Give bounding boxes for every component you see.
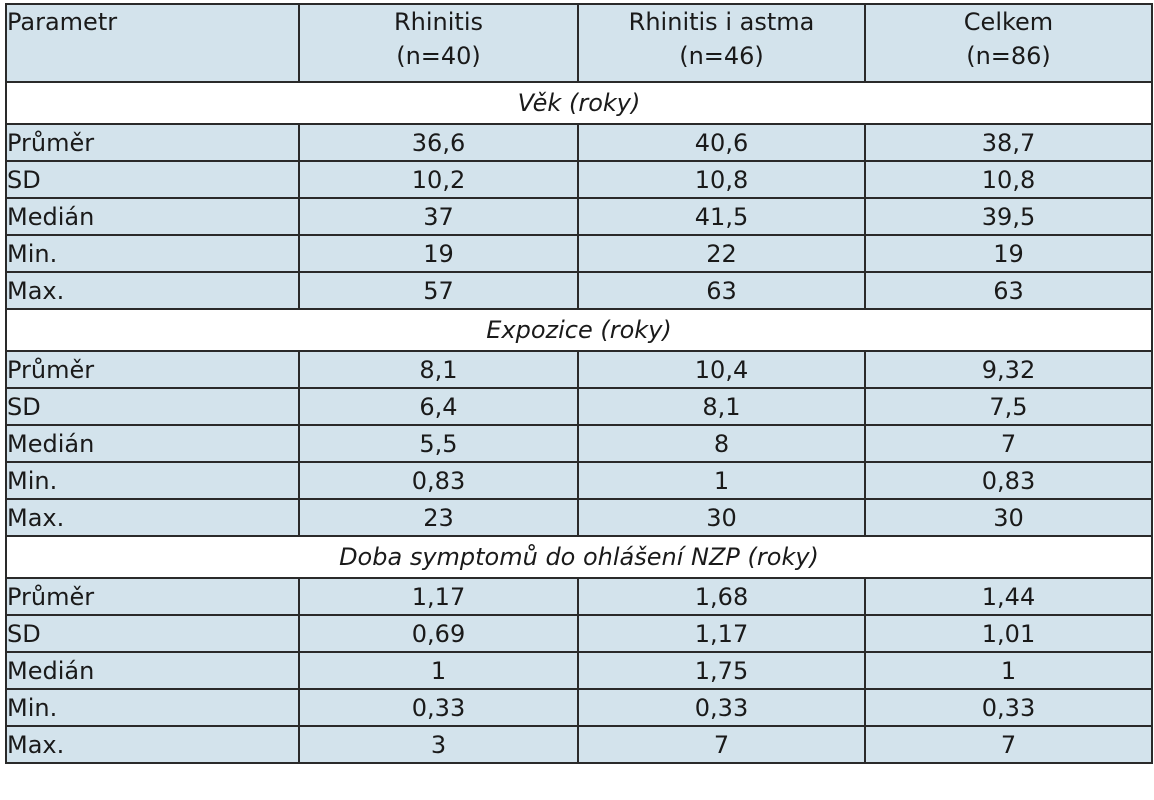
row-label: Max. xyxy=(5,271,300,310)
table-row: SD 6,4 8,1 7,5 xyxy=(5,387,1153,426)
value-cell: 0,33 xyxy=(298,688,579,727)
table-row: Průměr 36,6 40,6 38,7 xyxy=(5,123,1153,162)
table-header-row: Parametr Rhinitis (n=40) Rhinitis i astm… xyxy=(5,3,1153,83)
table-row: Max. 3 7 7 xyxy=(5,725,1153,764)
value-cell: 8,1 xyxy=(577,387,866,426)
value-cell: 5,5 xyxy=(298,424,579,463)
header-group-rhinitis-astma: Rhinitis i astma (n=46) xyxy=(577,3,866,83)
value-cell: 1,01 xyxy=(864,614,1153,653)
value-cell: 1 xyxy=(864,651,1153,690)
header-group-n: (n=40) xyxy=(396,42,481,70)
value-cell: 36,6 xyxy=(298,123,579,162)
value-cell: 0,33 xyxy=(864,688,1153,727)
header-parameter-label: Parametr xyxy=(7,8,118,36)
value-cell: 19 xyxy=(864,234,1153,273)
value-cell: 40,6 xyxy=(577,123,866,162)
value-cell: 7 xyxy=(864,424,1153,463)
value-cell: 10,8 xyxy=(577,160,866,199)
value-cell: 63 xyxy=(864,271,1153,310)
table-row: Min. 0,83 1 0,83 xyxy=(5,461,1153,500)
statistics-table: Parametr Rhinitis (n=40) Rhinitis i astm… xyxy=(5,3,1153,764)
value-cell: 1 xyxy=(577,461,866,500)
value-cell: 1,17 xyxy=(577,614,866,653)
value-cell: 6,4 xyxy=(298,387,579,426)
table-row: Max. 23 30 30 xyxy=(5,498,1153,537)
row-label: Min. xyxy=(5,234,300,273)
table-row: Min. 0,33 0,33 0,33 xyxy=(5,688,1153,727)
value-cell: 23 xyxy=(298,498,579,537)
table-row: Max. 57 63 63 xyxy=(5,271,1153,310)
table-row: Medián 1 1,75 1 xyxy=(5,651,1153,690)
value-cell: 3 xyxy=(298,725,579,764)
table-body: Věk (roky) Průměr 36,6 40,6 38,7 SD 10,2 10,8 10… xyxy=(5,81,1153,764)
value-cell: 8,1 xyxy=(298,350,579,389)
header-group-n: (n=46) xyxy=(679,42,764,70)
value-cell: 39,5 xyxy=(864,197,1153,236)
value-cell: 0,83 xyxy=(864,461,1153,500)
value-cell: 30 xyxy=(864,498,1153,537)
value-cell: 38,7 xyxy=(864,123,1153,162)
value-cell: 10,8 xyxy=(864,160,1153,199)
header-group-name: Celkem xyxy=(963,8,1054,36)
value-cell: 10,4 xyxy=(577,350,866,389)
row-label: SD xyxy=(5,614,300,653)
value-cell: 0,33 xyxy=(577,688,866,727)
value-cell: 37 xyxy=(298,197,579,236)
row-label: Max. xyxy=(5,498,300,537)
value-cell: 1,75 xyxy=(577,651,866,690)
row-label: SD xyxy=(5,387,300,426)
section-row: Expozice (roky) xyxy=(5,308,1153,352)
header-group-celkem: Celkem (n=86) xyxy=(864,3,1153,83)
table-row: Průměr 8,1 10,4 9,32 xyxy=(5,350,1153,389)
value-cell: 10,2 xyxy=(298,160,579,199)
row-label: Medián xyxy=(5,424,300,463)
value-cell: 41,5 xyxy=(577,197,866,236)
header-group-name: Rhinitis i astma xyxy=(628,8,815,36)
row-label: Medián xyxy=(5,197,300,236)
row-label: Min. xyxy=(5,688,300,727)
header-group-n: (n=86) xyxy=(966,42,1051,70)
value-cell: 7 xyxy=(864,725,1153,764)
row-label: Průměr xyxy=(5,577,300,616)
row-label: Min. xyxy=(5,461,300,500)
header-group-name: Rhinitis xyxy=(393,8,483,36)
row-label: Max. xyxy=(5,725,300,764)
value-cell: 22 xyxy=(577,234,866,273)
value-cell: 0,83 xyxy=(298,461,579,500)
header-parameter: Parametr xyxy=(5,3,300,83)
value-cell: 19 xyxy=(298,234,579,273)
table-row: Min. 19 22 19 xyxy=(5,234,1153,273)
value-cell: 7,5 xyxy=(864,387,1153,426)
value-cell: 1,44 xyxy=(864,577,1153,616)
row-label: Medián xyxy=(5,651,300,690)
table-row: Medián 37 41,5 39,5 xyxy=(5,197,1153,236)
value-cell: 9,32 xyxy=(864,350,1153,389)
value-cell: 7 xyxy=(577,725,866,764)
value-cell: 8 xyxy=(577,424,866,463)
value-cell: 1,68 xyxy=(577,577,866,616)
table-row: Medián 5,5 8 7 xyxy=(5,424,1153,463)
value-cell: 1 xyxy=(298,651,579,690)
value-cell: 57 xyxy=(298,271,579,310)
section-title: Doba symptomů do ohlášení NZP (roky) xyxy=(5,535,1153,579)
value-cell: 63 xyxy=(577,271,866,310)
value-cell: 1,17 xyxy=(298,577,579,616)
table-row: Průměr 1,17 1,68 1,44 xyxy=(5,577,1153,616)
section-row: Věk (roky) xyxy=(5,81,1153,125)
section-row: Doba symptomů do ohlášení NZP (roky) xyxy=(5,535,1153,579)
row-label: Průměr xyxy=(5,350,300,389)
header-group-rhinitis: Rhinitis (n=40) xyxy=(298,3,579,83)
row-label: Průměr xyxy=(5,123,300,162)
section-title: Expozice (roky) xyxy=(5,308,1153,352)
value-cell: 30 xyxy=(577,498,866,537)
table-row: SD 10,2 10,8 10,8 xyxy=(5,160,1153,199)
value-cell: 0,69 xyxy=(298,614,579,653)
table-row: SD 0,69 1,17 1,01 xyxy=(5,614,1153,653)
row-label: SD xyxy=(5,160,300,199)
section-title: Věk (roky) xyxy=(5,81,1153,125)
